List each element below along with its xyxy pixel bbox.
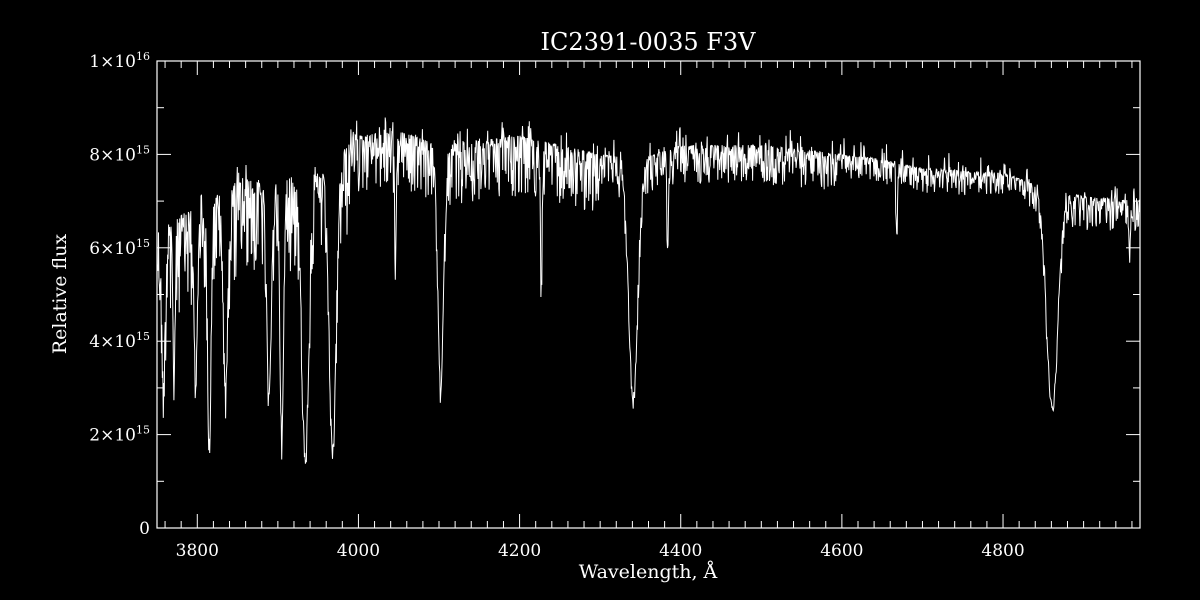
y-tick-mantissa: 0 — [139, 519, 150, 539]
y-tick-mantissa: 6×10 — [89, 239, 136, 259]
y-tick-label: 6×1015 — [89, 237, 150, 259]
y-tick-exponent: 16 — [136, 50, 150, 63]
y-tick-exponent: 15 — [136, 143, 150, 156]
y-tick-label: 4×1015 — [89, 330, 150, 352]
x-tick-label: 3800 — [176, 541, 219, 561]
y-tick-exponent: 15 — [136, 424, 150, 437]
x-axis-tick-labels: 3800 4000 4200 4400 4600 4800 — [176, 541, 1025, 561]
x-tick-label: 4200 — [498, 541, 541, 561]
x-tick-label: 4600 — [820, 541, 863, 561]
y-tick-label: 2×1015 — [89, 424, 150, 446]
x-axis-label: Wavelength, Å — [579, 561, 718, 583]
y-tick-label: 0 — [139, 519, 150, 539]
y-axis-label: Relative flux — [49, 234, 71, 355]
y-tick-mantissa: 8×10 — [89, 145, 136, 165]
y-tick-exponent: 15 — [136, 237, 150, 250]
y-tick-mantissa: 4×10 — [89, 332, 136, 352]
y-tick-label: 1×1016 — [89, 50, 150, 72]
y-tick-mantissa: 1×10 — [89, 52, 136, 72]
y-tick-label: 8×1015 — [89, 143, 150, 165]
x-tick-label: 4800 — [981, 541, 1024, 561]
spectrum-line — [157, 117, 1140, 464]
y-tick-exponent: 15 — [136, 330, 150, 343]
y-tick-mantissa: 2×10 — [89, 426, 136, 446]
x-axis-ticks — [164, 61, 1133, 528]
plot-frame — [156, 60, 1141, 529]
chart-title: IC2391-0035 F3V — [541, 28, 757, 56]
x-tick-label: 4400 — [659, 541, 702, 561]
x-tick-label: 4000 — [337, 541, 380, 561]
